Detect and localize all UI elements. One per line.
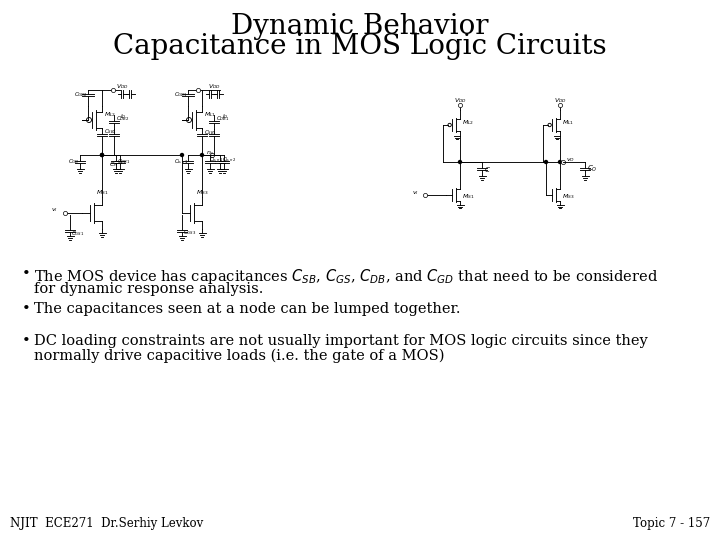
Circle shape: [101, 153, 104, 157]
Text: $C_{DB2}$: $C_{DB2}$: [116, 114, 130, 124]
Circle shape: [544, 160, 547, 164]
Text: $C_{GD1}$: $C_{GD1}$: [174, 91, 188, 99]
Text: $n_o$: $n_o$: [206, 149, 215, 157]
Text: $C_{GS3}$: $C_{GS3}$: [183, 228, 197, 238]
Text: $M_{S1}$: $M_{S1}$: [96, 188, 109, 198]
Text: $M_{S1}$: $M_{S1}$: [462, 193, 474, 201]
Text: $C_O$: $C_O$: [587, 164, 598, 174]
Circle shape: [181, 153, 184, 157]
Text: $C_{DB1}$: $C_{DB1}$: [117, 158, 130, 166]
Text: $V_{DD}$: $V_{DD}$: [454, 97, 467, 105]
Text: •: •: [22, 334, 31, 348]
Text: $C_{b,n2}$: $C_{b,n2}$: [222, 156, 236, 164]
Text: $C_{GS1}$: $C_{GS1}$: [71, 230, 84, 239]
Text: The MOS device has capacitances $C_{SB}$, $C_{GS}$, $C_{DB}$, and $C_{GD}$ that : The MOS device has capacitances $C_{SB}$…: [34, 267, 658, 286]
Text: $C$: $C$: [484, 165, 491, 173]
Text: $V_{DD}$: $V_{DD}$: [208, 83, 221, 91]
Text: •: •: [22, 302, 31, 316]
Circle shape: [559, 160, 562, 164]
Text: $C_n$: $C_n$: [109, 160, 118, 170]
Text: $C_{SB2}$: $C_{SB2}$: [104, 127, 117, 137]
Text: $M_{L1}$: $M_{L1}$: [204, 111, 216, 119]
Text: $C_{b,n1}$: $C_{b,n1}$: [174, 158, 189, 166]
Text: $C_{GD}$: $C_{GD}$: [68, 158, 80, 166]
Text: $C_{DB1}$: $C_{DB1}$: [216, 114, 230, 124]
Circle shape: [200, 153, 204, 157]
Text: $v_O$: $v_O$: [566, 156, 575, 164]
Text: DC loading constraints are not usually important for MOS logic circuits since th: DC loading constraints are not usually i…: [34, 334, 648, 348]
Text: $M_{L1}$: $M_{L1}$: [562, 119, 575, 127]
Text: $C_{GD2}$: $C_{GD2}$: [74, 91, 88, 99]
Text: normally drive capacitive loads (i.e. the gate of a MOS): normally drive capacitive loads (i.e. th…: [34, 349, 444, 363]
Text: $M_{S3}$: $M_{S3}$: [196, 188, 209, 198]
Text: $M_{S3}$: $M_{S3}$: [562, 193, 575, 201]
Text: $C_{SB1}$: $C_{SB1}$: [204, 129, 217, 138]
Circle shape: [459, 160, 462, 164]
Text: Topic 7 - 157: Topic 7 - 157: [633, 517, 710, 530]
Text: $V_{DD}$: $V_{DD}$: [116, 83, 129, 91]
Text: for dynamic response analysis.: for dynamic response analysis.: [34, 282, 264, 296]
Text: $M_{L2}$: $M_{L2}$: [462, 119, 474, 127]
Text: NJIT  ECE271  Dr.Serhiy Levkov: NJIT ECE271 Dr.Serhiy Levkov: [10, 517, 203, 530]
Text: The capacitances seen at a node can be lumped together.: The capacitances seen at a node can be l…: [34, 302, 461, 316]
Text: $C_{b,n1}$: $C_{b,n1}$: [209, 156, 223, 164]
Text: Capacitance in MOS Logic Circuits: Capacitance in MOS Logic Circuits: [113, 33, 607, 60]
Text: $v_i$: $v_i$: [51, 206, 58, 214]
Circle shape: [101, 153, 104, 157]
Text: •: •: [22, 267, 31, 281]
Text: $I_D$: $I_D$: [120, 112, 127, 122]
Text: $V_{DD}$: $V_{DD}$: [554, 97, 567, 105]
Text: $I_D$: $I_D$: [222, 112, 228, 122]
Text: Dynamic Behavior: Dynamic Behavior: [231, 13, 489, 40]
Text: $M_{L2}$: $M_{L2}$: [104, 111, 116, 119]
Text: $v_i$: $v_i$: [412, 189, 419, 197]
